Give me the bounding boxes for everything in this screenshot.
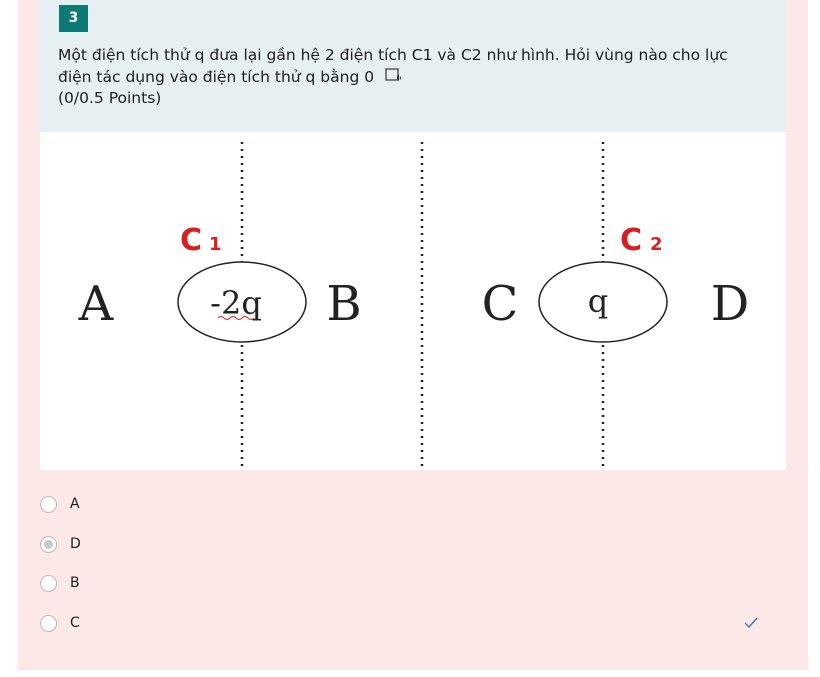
question-points: (0/0.5 Points) [58, 89, 162, 107]
option-c[interactable]: C [40, 613, 80, 633]
option-a[interactable]: A [40, 494, 80, 514]
charge2-subscript: 2 [650, 234, 663, 255]
option-b-radio[interactable] [40, 574, 57, 592]
charge1-subscript: 1 [209, 234, 222, 255]
question-text-content: Một điện tích thử q đưa lại gần hệ 2 điệ… [58, 46, 728, 86]
option-d-radio[interactable] [40, 535, 57, 553]
option-d-label: D [70, 536, 81, 552]
charge1-label: C [180, 223, 202, 258]
option-d[interactable]: D [40, 534, 81, 554]
charge2-value: q [588, 282, 608, 320]
question-header [40, 0, 786, 132]
region-b-label: B [326, 276, 361, 332]
option-c-radio[interactable] [40, 614, 57, 632]
question-number-badge: 3 [59, 5, 88, 32]
question-text: Một điện tích thử q đưa lại gần hệ 2 điệ… [58, 44, 758, 89]
charge2-label: C [620, 223, 642, 258]
checkmark-icon [743, 615, 759, 634]
option-a-label: A [70, 496, 80, 512]
charge1-circle [177, 261, 307, 343]
option-b[interactable]: B [40, 573, 80, 593]
option-b-label: B [70, 575, 80, 591]
question-figure: C 1 C 2 -2q q A B C D [40, 132, 786, 470]
spellcheck-squiggle [217, 316, 255, 320]
charge1-value: -2q [210, 284, 262, 322]
charges-diagram: C 1 C 2 -2q q A B C D [78, 142, 749, 468]
option-c-label: C [70, 615, 80, 631]
charge2-circle [538, 261, 668, 343]
immersive-reader-icon[interactable] [385, 67, 403, 89]
region-a-label: A [78, 276, 115, 332]
region-c-label: C [482, 276, 519, 332]
option-a-radio[interactable] [40, 495, 57, 513]
region-d-label: D [711, 276, 749, 332]
